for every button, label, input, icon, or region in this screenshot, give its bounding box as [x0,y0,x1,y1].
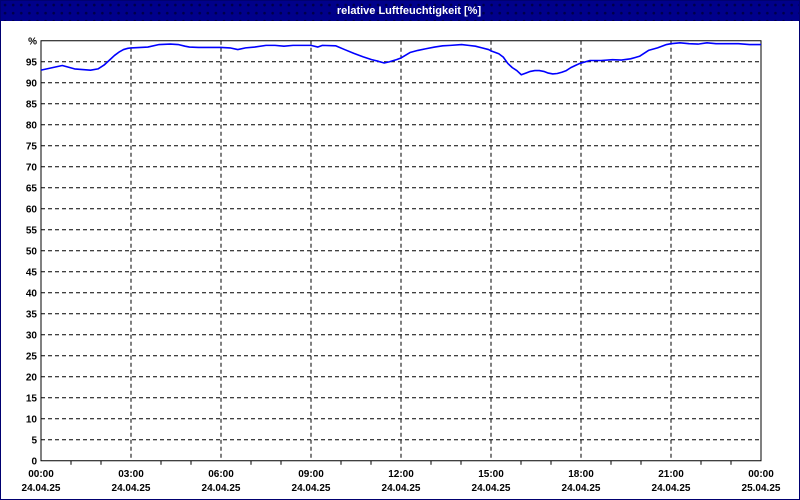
svg-text:%: % [28,36,37,47]
svg-text:15:00: 15:00 [478,469,504,480]
svg-text:24.04.25: 24.04.25 [292,483,331,494]
svg-text:85: 85 [26,99,38,110]
svg-text:24.04.25: 24.04.25 [472,483,511,494]
svg-text:24.04.25: 24.04.25 [562,483,601,494]
svg-text:24.04.25: 24.04.25 [652,483,691,494]
svg-text:24.04.25: 24.04.25 [22,483,61,494]
svg-text:10: 10 [26,414,38,425]
svg-text:55: 55 [26,225,38,236]
svg-text:00:00: 00:00 [748,469,774,480]
svg-text:25.04.25: 25.04.25 [742,483,781,494]
svg-text:06:00: 06:00 [208,469,234,480]
svg-text:70: 70 [26,162,38,173]
svg-text:24.04.25: 24.04.25 [112,483,151,494]
svg-text:21:00: 21:00 [658,469,684,480]
svg-text:75: 75 [26,141,38,152]
svg-text:30: 30 [26,330,38,341]
svg-text:25: 25 [26,351,38,362]
svg-text:35: 35 [26,309,38,320]
svg-text:00:00: 00:00 [28,469,54,480]
svg-text:09:00: 09:00 [298,469,324,480]
svg-text:12:00: 12:00 [388,469,414,480]
svg-text:40: 40 [26,288,38,299]
svg-text:15: 15 [26,393,38,404]
svg-text:0: 0 [31,456,37,467]
svg-text:95: 95 [26,57,38,68]
svg-text:18:00: 18:00 [568,469,594,480]
svg-text:24.04.25: 24.04.25 [202,483,241,494]
svg-text:60: 60 [26,204,38,215]
svg-text:20: 20 [26,372,38,383]
svg-text:03:00: 03:00 [118,469,144,480]
svg-text:5: 5 [31,435,37,446]
svg-text:45: 45 [26,267,38,278]
svg-text:24.04.25: 24.04.25 [382,483,421,494]
svg-text:65: 65 [26,183,38,194]
svg-text:80: 80 [26,120,38,131]
svg-text:90: 90 [26,78,38,89]
svg-text:50: 50 [26,246,38,257]
